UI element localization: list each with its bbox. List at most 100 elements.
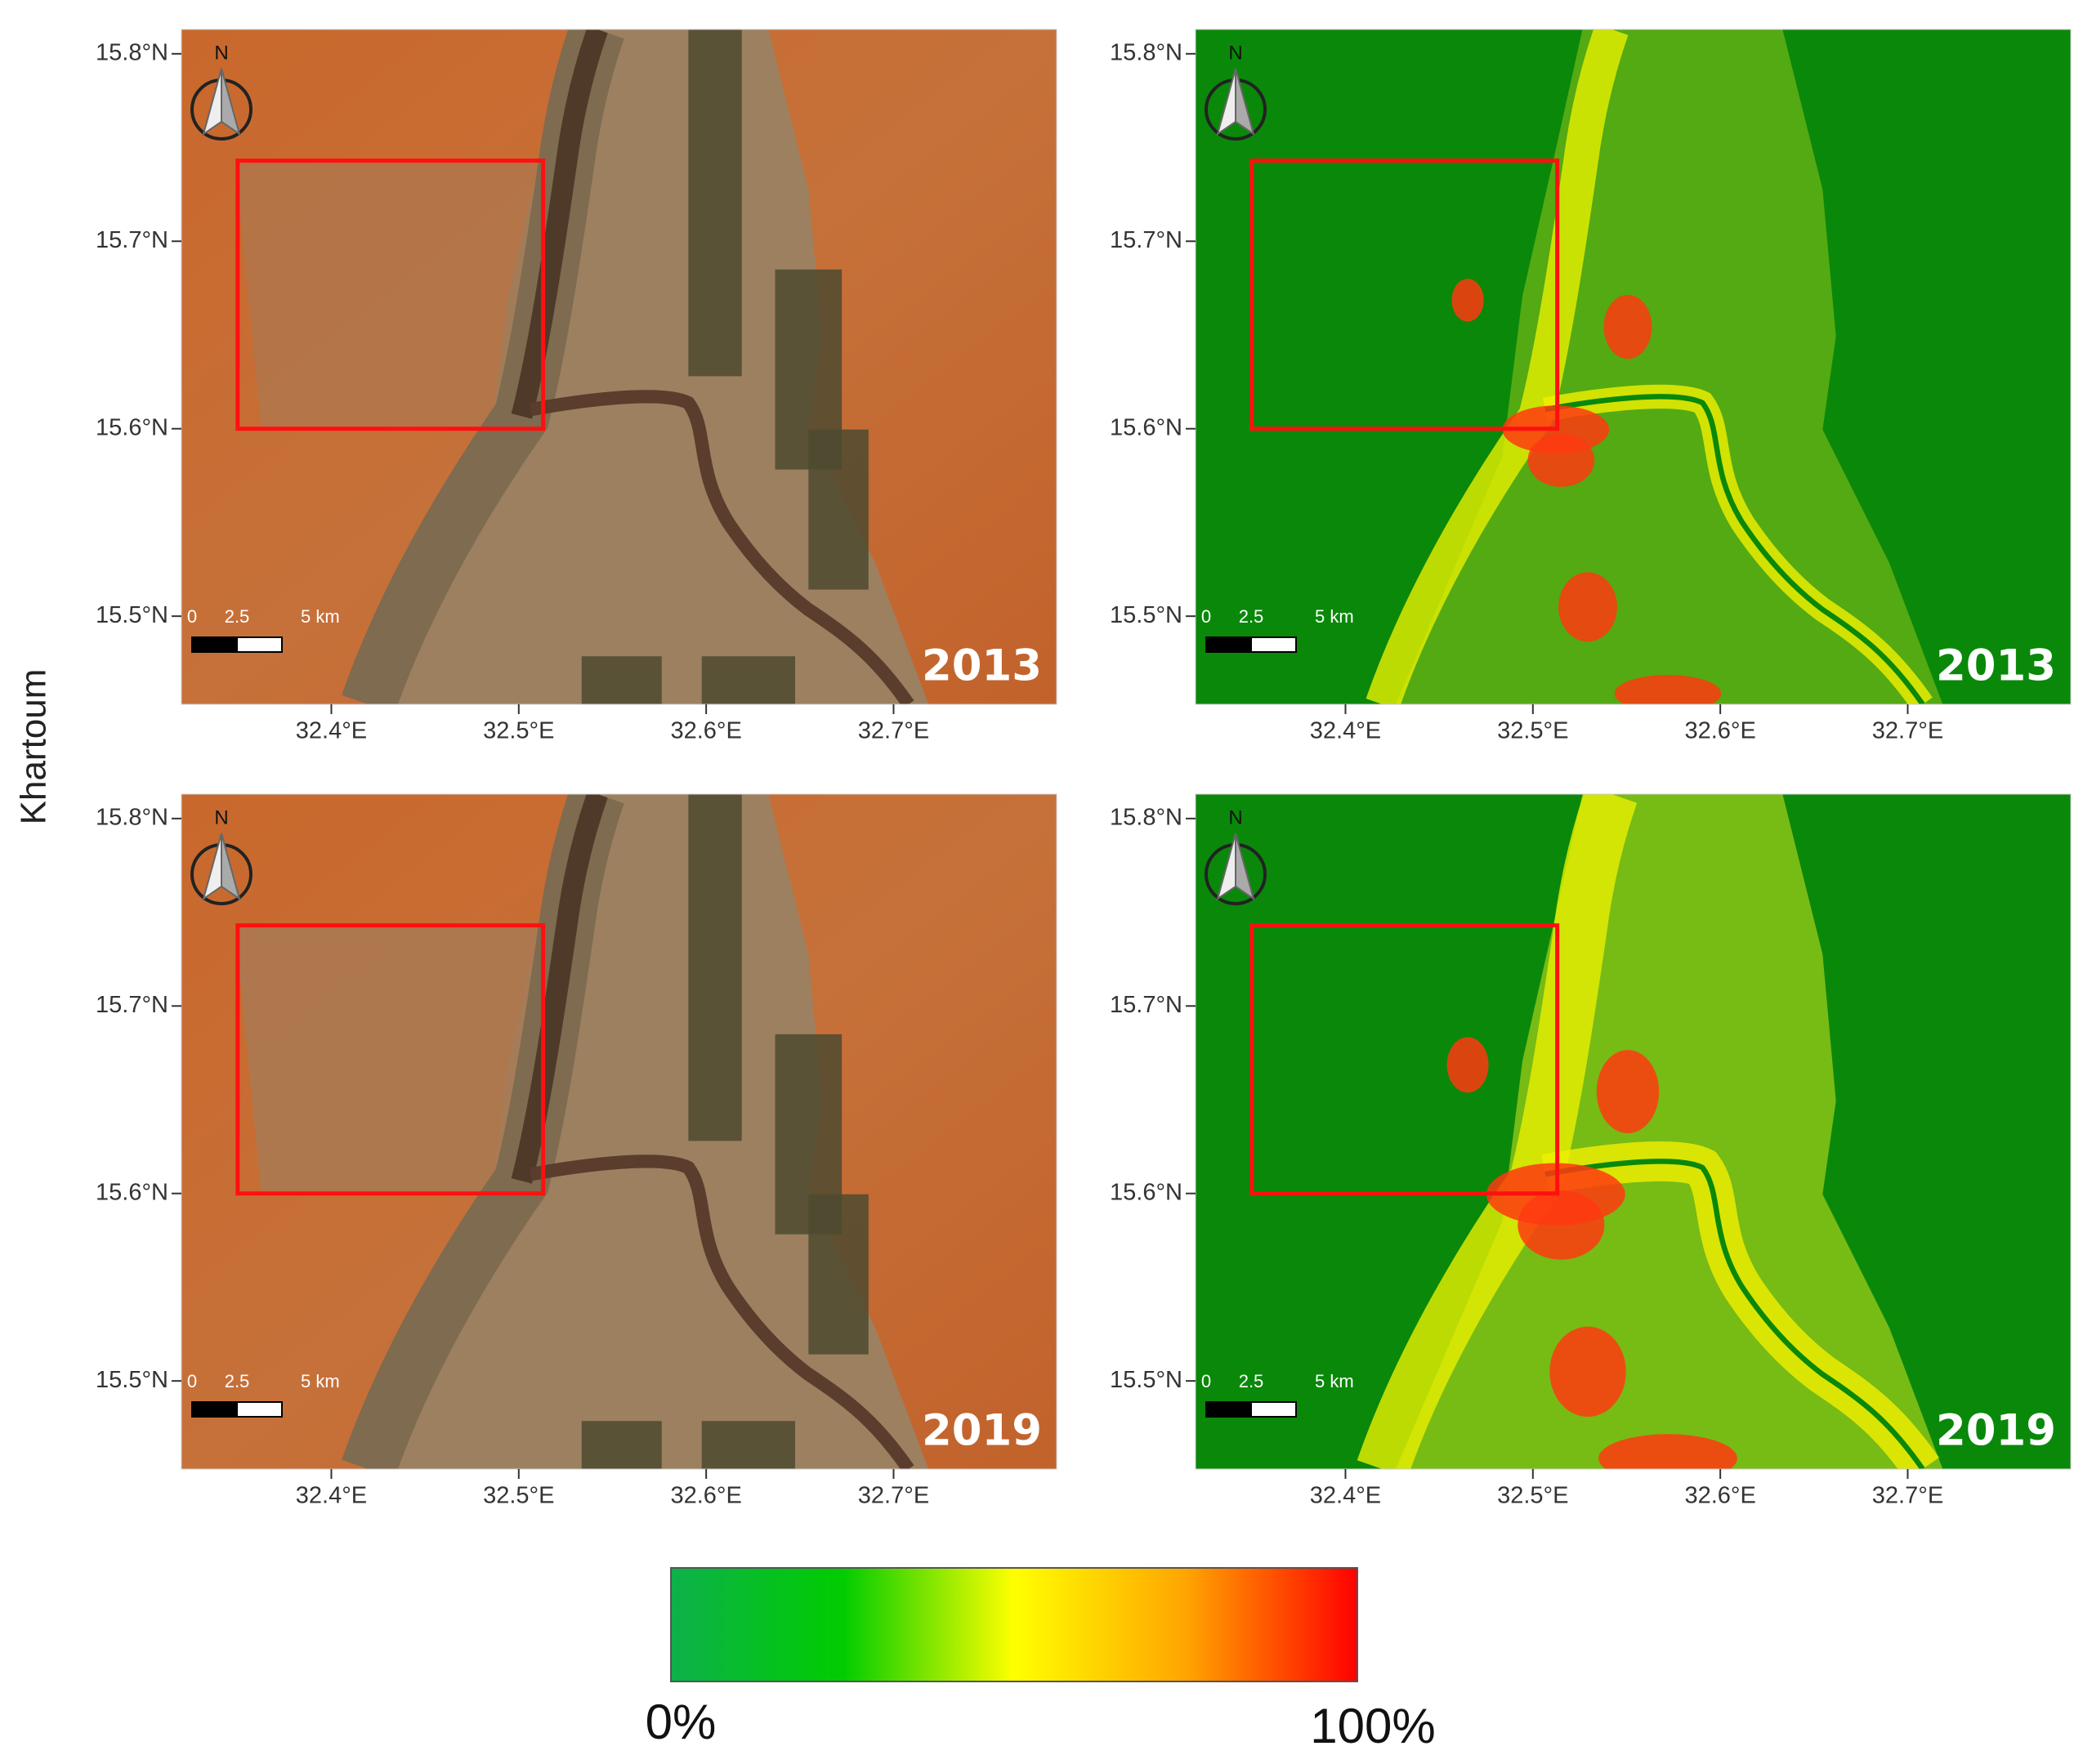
builtup-high xyxy=(1598,1434,1737,1469)
study-box xyxy=(1249,923,1560,1196)
lat-tick-label: 15.7°N xyxy=(96,992,168,1018)
year-label: 2019 xyxy=(1936,1406,2056,1456)
panel-frame xyxy=(1195,793,2072,1470)
blue-nile xyxy=(530,390,914,704)
lon-tick-label: 32.6°E xyxy=(1684,1483,1755,1509)
scale-black xyxy=(1205,636,1252,653)
lon-tick-label: 32.7°E xyxy=(858,1483,929,1509)
north-label: N xyxy=(1228,42,1242,64)
scale-label: 2.5 xyxy=(225,1371,250,1391)
lat-tick-label: 15.8°N xyxy=(1110,39,1182,65)
imagery-local xyxy=(181,29,1057,704)
scale-label: 0 xyxy=(1201,1371,1211,1391)
farmland xyxy=(581,1421,662,1469)
lon-tick-label: 32.6°E xyxy=(1684,718,1755,744)
blue-nile xyxy=(530,1154,914,1469)
map-panel: N 0 2.5 5 km 2019 15.5°N 15.6°N 15.7°N 15.8°N 32.… xyxy=(1110,793,2072,1509)
imagery xyxy=(1196,794,2071,1469)
river-line xyxy=(1544,394,1925,704)
builtup-river xyxy=(1366,29,1629,704)
imagery xyxy=(181,794,1057,1469)
river-line xyxy=(1544,1159,1925,1469)
north-arrow-right xyxy=(221,68,241,136)
colorbar xyxy=(670,1567,1358,1682)
lat-tick-label: 15.5°N xyxy=(96,1367,168,1393)
lon-tick-label: 32.7°E xyxy=(858,718,929,744)
row-label: Khartoum xyxy=(14,669,54,825)
imagery-local xyxy=(1196,29,2071,704)
lat-tick-label: 15.8°N xyxy=(96,39,168,65)
urban-west xyxy=(235,163,542,430)
lat-tick-label: 15.6°N xyxy=(1110,1179,1182,1205)
lon-tick-label: 32.5°E xyxy=(1497,718,1568,744)
lon-tick-label: 32.6°E xyxy=(670,718,741,744)
lon-tick-label: 32.5°E xyxy=(483,718,554,744)
panel-frame xyxy=(181,793,1057,1470)
lon-tick-label: 32.7°E xyxy=(1872,1483,1943,1509)
north-arrow-right xyxy=(221,833,241,901)
farmland xyxy=(808,429,869,590)
builtup-high xyxy=(1558,572,1617,642)
north-label: N xyxy=(1228,806,1242,828)
lat-tick-label: 15.5°N xyxy=(1110,602,1182,628)
panel-frame xyxy=(1195,29,2072,705)
urban-west xyxy=(235,927,542,1195)
map-panel: N 0 2.5 5 km 2013 15.5°N 15.6°N 15.7°N 15.8°N 32.… xyxy=(1110,29,2072,744)
lat-tick-label: 15.6°N xyxy=(96,414,168,440)
scale-black xyxy=(191,636,238,653)
urban xyxy=(381,794,929,1469)
scale-black xyxy=(191,1401,238,1418)
study-box xyxy=(235,923,546,1196)
north-label: N xyxy=(214,806,228,828)
study-box xyxy=(235,159,546,431)
lon-tick-label: 32.5°E xyxy=(1497,1483,1568,1509)
builtup-low xyxy=(1395,794,1943,1469)
scale-label: 5 km xyxy=(301,606,340,627)
scale-label: 5 km xyxy=(1315,606,1354,627)
scale-black xyxy=(1205,1401,1252,1418)
builtup-low xyxy=(1395,29,1943,704)
year-label: 2013 xyxy=(1936,641,2056,691)
imagery-local xyxy=(181,794,1057,1469)
imagery xyxy=(1196,29,2071,704)
scale-white xyxy=(1250,636,1297,653)
lat-tick-label: 15.8°N xyxy=(96,804,168,830)
scale-label: 2.5 xyxy=(1239,1371,1264,1391)
nile-main xyxy=(511,794,608,1184)
farmland xyxy=(688,794,742,1141)
builtup-high xyxy=(1446,1037,1489,1093)
urban xyxy=(381,29,929,704)
farmland xyxy=(688,29,742,377)
year-label: 2013 xyxy=(922,641,1042,691)
lat-tick-label: 15.7°N xyxy=(96,227,168,253)
scale-label: 2.5 xyxy=(225,606,250,627)
lat-tick-label: 15.8°N xyxy=(1110,804,1182,830)
lon-tick-label: 32.7°E xyxy=(1872,718,1943,744)
lat-tick-label: 15.6°N xyxy=(96,1179,168,1205)
builtup-river xyxy=(1357,794,1638,1469)
lat-tick-label: 15.5°N xyxy=(1110,1367,1182,1393)
colorbar-max: 100% xyxy=(1310,1699,1435,1753)
farmland xyxy=(701,1421,796,1469)
scale-white xyxy=(236,636,283,653)
farmland xyxy=(581,656,662,704)
north-label: N xyxy=(214,42,228,64)
imagery-local xyxy=(1196,794,2071,1469)
scale-label: 0 xyxy=(187,606,197,627)
study-box xyxy=(1249,159,1560,431)
north-arrow-right xyxy=(1235,68,1255,136)
scale-white xyxy=(1250,1401,1297,1418)
scale-label: 0 xyxy=(1201,606,1211,627)
lon-tick-label: 32.4°E xyxy=(1310,718,1381,744)
lat-tick-label: 15.7°N xyxy=(1110,227,1182,253)
year-label: 2019 xyxy=(922,1406,1042,1456)
panel-frame xyxy=(181,29,1057,705)
farmland xyxy=(808,1194,869,1355)
scale-label: 2.5 xyxy=(1239,606,1264,627)
lon-tick-label: 32.4°E xyxy=(296,1483,367,1509)
map-panel: N 0 2.5 5 km 2013 15.5°N 15.6°N 15.7°N 15.8°N 32.… xyxy=(96,29,1057,744)
builtup-high xyxy=(1614,675,1722,704)
farmland xyxy=(701,656,796,704)
scale-label: 5 km xyxy=(1315,1371,1354,1391)
